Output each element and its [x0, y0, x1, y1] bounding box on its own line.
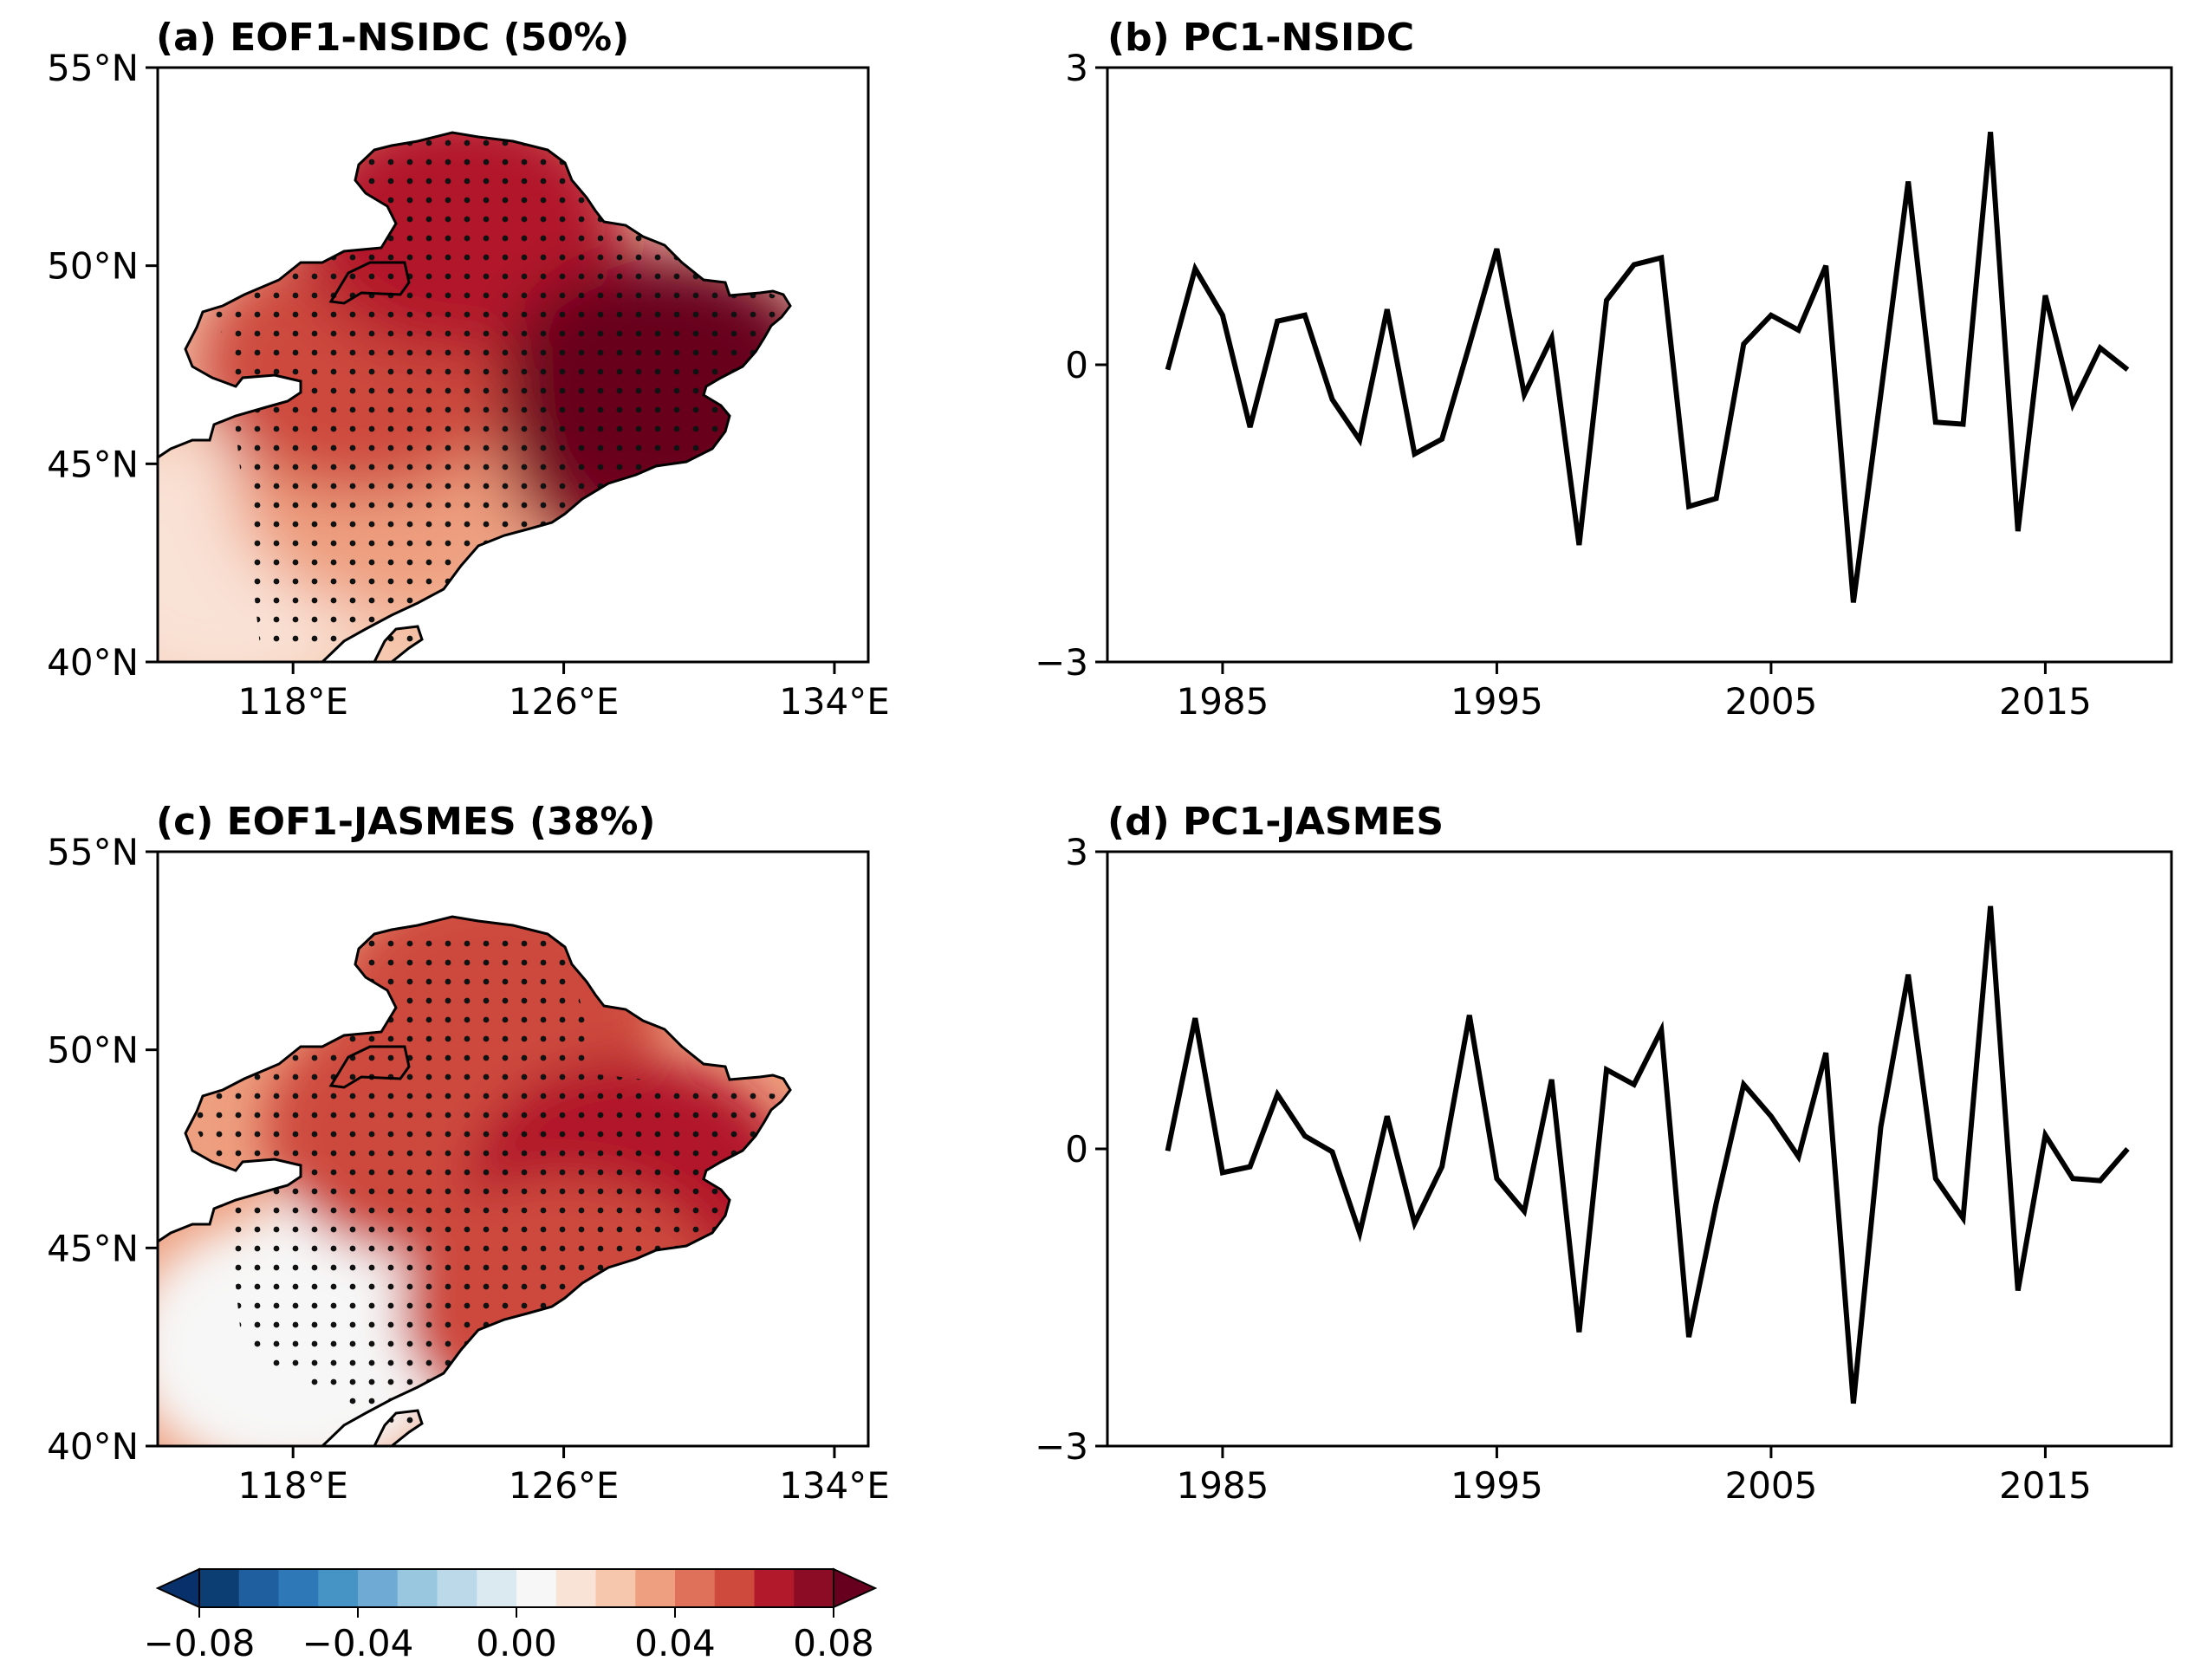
lon-tick-label: 118°E — [237, 680, 348, 723]
colorbar-swatch — [318, 1569, 359, 1607]
lon-tick-label: 126°E — [509, 680, 620, 723]
y-tick-label: 0 — [1065, 344, 1088, 386]
map-title-a: (a) EOF1-NSIDC (50%) — [156, 16, 629, 60]
plot-frame — [1106, 850, 2173, 1448]
x-tick-label: 2015 — [1999, 1464, 2092, 1507]
lon-tick-label: 134°E — [779, 680, 890, 723]
colorbar-over-extension — [833, 1567, 878, 1609]
pc-series-line — [1165, 905, 2130, 1404]
colorbar-swatch — [635, 1569, 676, 1607]
line-panel-d: (d) PC1-JASMES 3 0 −3 1985 1995 2005 2015 — [1035, 800, 2173, 1507]
colorbar-swatch — [238, 1569, 279, 1607]
colorbar-swatch — [477, 1569, 517, 1607]
colorbar-swatch — [595, 1569, 636, 1607]
colorbar-swatch — [199, 1569, 240, 1607]
map-panel-c: (c) EOF1-JASMES (38%) 55°N 50°N 45°N 40°N 11… — [47, 800, 890, 1507]
y-tick-label: −3 — [1035, 641, 1088, 684]
coastline-c — [156, 915, 792, 1448]
lat-tick-label: 55°N — [47, 831, 139, 873]
lat-tick-label: 40°N — [47, 1425, 139, 1468]
lon-tick-label: 126°E — [509, 1464, 620, 1507]
colorbar-tick-label: −0.04 — [302, 1622, 414, 1664]
map-panel-a: (a) EOF1-NSIDC (50%) 55°N 50°N 45°N 40°N 118… — [47, 16, 890, 723]
y-tick-label: −3 — [1035, 1425, 1088, 1468]
colorbar-swatch — [555, 1569, 596, 1607]
lat-tick-label: 45°N — [47, 1227, 139, 1269]
lat-tick-label: 50°N — [47, 245, 139, 288]
x-tick-label: 1995 — [1451, 680, 1543, 723]
lon-tick-label: 118°E — [237, 1464, 348, 1507]
significance-stipple-c — [191, 931, 790, 1443]
x-tick-label: 1985 — [1176, 1464, 1269, 1507]
map-title-c: (c) EOF1-JASMES (38%) — [156, 800, 656, 844]
colorbar-swatch — [278, 1569, 319, 1607]
lon-tick-label: 134°E — [779, 1464, 890, 1507]
x-tick-label: 2015 — [1999, 680, 2092, 723]
y-tick-label: 3 — [1065, 47, 1088, 89]
colorbar-tick-label: 0.00 — [476, 1622, 557, 1664]
map-axes-c: 55°N 50°N 45°N 40°N 118°E 126°E 134°E — [47, 831, 890, 1507]
colorbar-tick-label: 0.04 — [634, 1622, 716, 1664]
significance-stipple-a — [191, 133, 790, 645]
y-tick-label: 0 — [1065, 1128, 1088, 1171]
colorbar-swatch — [516, 1569, 557, 1607]
x-tick-label: 1985 — [1176, 680, 1269, 723]
y-tick-label: 3 — [1065, 831, 1088, 873]
colorbar-swatch — [437, 1569, 477, 1607]
colorbar: −0.08 −0.04 0.00 0.04 0.08 — [144, 1567, 878, 1664]
map-frame-a — [156, 66, 870, 664]
colorbar-swatch — [397, 1569, 438, 1607]
lat-tick-label: 50°N — [47, 1029, 139, 1072]
colorbar-swatch — [754, 1569, 795, 1607]
colorbar-tick-label: −0.08 — [144, 1622, 256, 1664]
line-panel-b: (b) PC1-NSIDC 3 0 −3 1985 1995 2005 2015 — [1035, 16, 2173, 723]
colorbar-under-extension — [155, 1567, 200, 1609]
map-axes-a: 55°N 50°N 45°N 40°N 118°E 126°E 134°E — [47, 47, 890, 723]
line-title-d: (d) PC1-JASMES — [1107, 800, 1444, 844]
lat-tick-label: 40°N — [47, 641, 139, 684]
lat-tick-label: 55°N — [47, 47, 139, 89]
coastline-a — [156, 131, 792, 664]
colorbar-swatch — [675, 1569, 716, 1607]
line-title-b: (b) PC1-NSIDC — [1107, 16, 1414, 60]
colorbar-swatch — [714, 1569, 755, 1607]
map-field-a — [158, 133, 790, 662]
x-tick-label: 1995 — [1451, 1464, 1543, 1507]
x-tick-label: 2005 — [1724, 680, 1817, 723]
colorbar-swatch — [794, 1569, 834, 1607]
pc-series-line — [1165, 132, 2130, 603]
colorbar-tick-label: 0.08 — [793, 1622, 874, 1664]
map-frame-c — [156, 850, 870, 1448]
lat-tick-label: 45°N — [47, 443, 139, 485]
colorbar-swatch — [358, 1569, 399, 1607]
x-tick-label: 2005 — [1724, 1464, 1817, 1507]
